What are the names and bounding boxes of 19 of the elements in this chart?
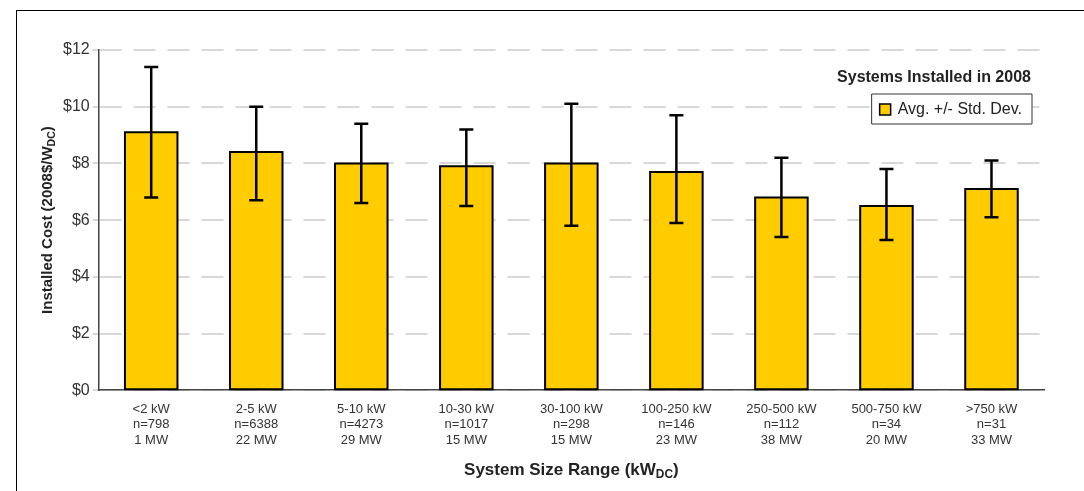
y-tick-label: $2 [71, 323, 90, 341]
legend-label: Avg. +/- Std. Dev. [897, 100, 1023, 118]
y-tick-label: $4 [71, 267, 90, 285]
x-tick-label: 250-500 kW n=112 38 MW [746, 400, 818, 447]
x-tick-label: 100-250 kW n=146 23 MW [641, 400, 713, 447]
y-axis-title: Installed Cost (2008$/WDC) [38, 126, 58, 314]
y-tick-label: $0 [71, 380, 90, 398]
y-tick-label: $6 [71, 210, 90, 228]
x-tick-label: 500-750 kW n=34 20 MW [851, 400, 923, 447]
y-tick-label: $12 [62, 40, 90, 58]
x-tick-label: 2-5 kW n=6388 22 MW [234, 400, 279, 447]
y-tick-label: $10 [62, 97, 90, 115]
x-tick-label: <2 kW n=798 1 MW [132, 400, 171, 447]
x-tick-label: 30-100 kW n=298 15 MW [539, 400, 604, 447]
x-tick-label: 10-30 kW n=1017 15 MW [438, 400, 495, 447]
legend-title: Systems Installed in 2008 [837, 68, 1032, 86]
y-tick-label: $8 [71, 153, 90, 171]
x-tick-label: >750 kW n=31 33 MW [965, 400, 1019, 447]
x-tick-label: 5-10 kW n=4273 29 MW [337, 400, 387, 447]
